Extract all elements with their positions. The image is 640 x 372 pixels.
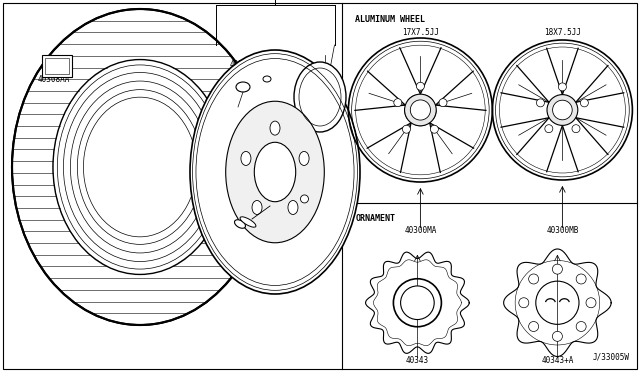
Text: J/33005W: J/33005W [593,353,630,362]
Circle shape [403,125,410,133]
Circle shape [576,274,586,284]
Ellipse shape [236,82,250,92]
Ellipse shape [53,60,227,275]
Circle shape [580,99,588,107]
Circle shape [547,94,578,125]
Circle shape [529,321,539,331]
Circle shape [545,125,553,133]
Circle shape [536,99,545,107]
Circle shape [404,94,436,126]
Ellipse shape [226,101,324,243]
Circle shape [576,321,586,331]
Text: ALUMINUM WHEEL: ALUMINUM WHEEL [355,15,426,24]
Circle shape [401,286,434,320]
Text: 18X7.5JJ: 18X7.5JJ [544,28,581,37]
Ellipse shape [190,50,360,294]
Text: 4031Z: 4031Z [58,130,81,139]
Text: 40343: 40343 [406,356,429,365]
Text: 40343+A: 40343+A [312,148,344,157]
Text: 4031L: 4031L [218,185,241,194]
Ellipse shape [12,9,268,325]
Circle shape [439,99,447,107]
Text: 40343+A: 40343+A [541,356,573,365]
Circle shape [410,100,431,120]
Ellipse shape [254,142,296,202]
Ellipse shape [252,201,262,215]
Bar [42,55,72,77]
Circle shape [529,274,539,284]
Text: ORNAMENT: ORNAMENT [355,214,396,223]
Circle shape [430,125,438,133]
Bar [45,58,69,74]
Circle shape [552,264,563,274]
Text: 17X7.5JJ: 17X7.5JJ [402,28,439,37]
Circle shape [300,195,308,203]
Text: 40300MA: 40300MA [404,226,436,235]
Ellipse shape [299,151,309,166]
Ellipse shape [270,121,280,135]
Circle shape [559,83,566,91]
Ellipse shape [240,217,256,227]
Text: 40300A: 40300A [229,60,257,69]
Text: 40300MB: 40300MB [546,226,579,235]
Text: 40312M: 40312M [56,141,84,150]
Text: 40224: 40224 [310,197,333,206]
Text: 40343: 40343 [316,137,340,146]
Circle shape [552,100,572,120]
Circle shape [519,298,529,308]
Ellipse shape [288,201,298,215]
Ellipse shape [234,220,246,228]
Circle shape [586,298,596,308]
Circle shape [572,125,580,133]
Circle shape [394,99,402,107]
Circle shape [417,82,424,90]
Text: 40308AA: 40308AA [38,75,70,84]
Circle shape [552,331,563,341]
Ellipse shape [263,76,271,82]
Ellipse shape [241,151,251,166]
Ellipse shape [294,62,346,132]
